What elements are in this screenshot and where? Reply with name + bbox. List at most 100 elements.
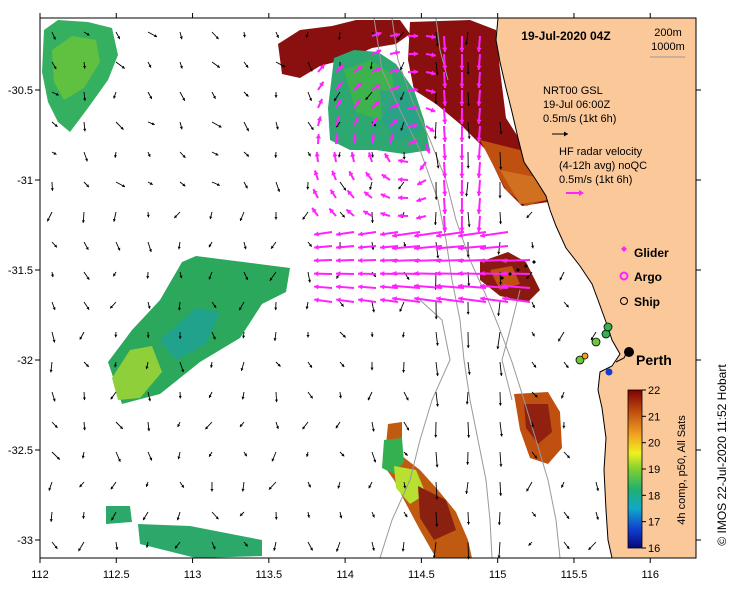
model-arrowhead (83, 98, 87, 101)
model-arrowhead (239, 307, 242, 311)
model-arrowhead (271, 245, 274, 249)
model-arrowhead (82, 516, 86, 519)
model-arrowhead (309, 395, 313, 399)
model-arrowhead (368, 485, 372, 489)
model-arrowhead (466, 165, 470, 169)
model-arrowhead (273, 338, 277, 341)
model-arrowhead (120, 126, 124, 130)
model-arrowhead (111, 517, 115, 521)
model-arrowhead (465, 42, 469, 46)
model-arrowhead (531, 424, 535, 428)
radar-arrowhead (436, 270, 441, 277)
model-arrowhead (54, 545, 58, 549)
x-tick-label: 113 (184, 569, 202, 581)
radar-arrowhead (392, 270, 397, 277)
model-arrowhead (562, 425, 566, 429)
radar-arrow (480, 245, 509, 250)
model-arrowhead (370, 367, 374, 371)
radar-arrowhead (336, 271, 341, 277)
radar-arrowhead (392, 258, 397, 264)
credit-text: © IMOS 22-Jul-2020 11:52 Hobart (715, 364, 729, 546)
radar-arrowhead (413, 33, 418, 39)
model-arrowhead (465, 491, 469, 494)
model-arrowhead (181, 369, 185, 373)
radar-arrowhead (413, 105, 418, 111)
model-arrowhead (308, 243, 312, 247)
colorbar: 16 17 18 19 20 21 22 4h comp, p50, All Sats (627, 385, 688, 555)
model-arrow (435, 151, 439, 169)
model-arrowhead (113, 95, 117, 99)
ship-symbol (620, 297, 628, 305)
radar-arrowhead (314, 244, 319, 250)
model-arrowhead (341, 453, 345, 457)
x-tick-label: 114.5 (408, 569, 435, 581)
model-arrowhead (177, 246, 181, 250)
radar-arrowhead (314, 271, 319, 277)
radar-arrowhead (363, 210, 369, 216)
radar-arrowhead (358, 257, 363, 264)
model-arrowhead (497, 522, 501, 526)
model-arrowhead (122, 184, 126, 188)
model-arrow (467, 121, 470, 139)
model-arrowhead (436, 255, 440, 259)
model-arrowhead (113, 155, 118, 158)
radar-arrowhead (398, 177, 403, 183)
model-arrowhead (558, 338, 561, 342)
model-arrowhead (399, 308, 403, 312)
model-arrowhead (212, 546, 216, 550)
radar-arrow (501, 272, 531, 275)
model-arrowhead (307, 514, 311, 518)
model-arrowhead (182, 97, 185, 101)
radar-arrowhead (392, 296, 397, 302)
radar-legend-line2: (4-12h avg) noQC (559, 160, 647, 172)
model-arrowhead (406, 276, 410, 280)
radar-arrowhead (357, 66, 363, 71)
model-arrowhead (402, 156, 406, 160)
radar-arrowhead (480, 245, 485, 251)
radar-arrowhead (372, 117, 378, 123)
model-arrowhead (467, 372, 471, 375)
model-arrowhead (218, 124, 222, 128)
y-axis: -30.5 -31 -31.5 -32 -32.5 -33 (8, 85, 701, 547)
radar-arrow (502, 284, 531, 289)
glider-track (500, 260, 536, 280)
model-arrowhead (307, 279, 312, 283)
radar-arrowhead (333, 134, 340, 139)
radar-arrowhead (336, 257, 341, 264)
radar-arrowhead (347, 190, 353, 196)
radar-arrowhead (350, 152, 356, 157)
model-arrowhead (146, 335, 150, 338)
model-arrowhead (282, 64, 286, 68)
radar-arrowhead (349, 171, 354, 177)
model-arrowhead (467, 283, 471, 287)
model-arrowhead (274, 307, 278, 311)
radar-arrowhead (459, 101, 465, 106)
model-arrowhead (307, 153, 311, 157)
model-arrowhead (52, 398, 56, 402)
radar-arrowhead (392, 119, 398, 125)
model-arrowhead (337, 485, 341, 489)
radar-arrowhead (459, 155, 465, 160)
model-arrowhead (48, 487, 52, 491)
radar-arrowhead (459, 191, 465, 196)
radar-arrowhead (414, 258, 419, 264)
model-arrowhead (85, 158, 88, 162)
radar-arrowhead (480, 258, 485, 264)
model-arrowhead (242, 335, 246, 339)
radar-arrowhead (394, 85, 400, 91)
radar-arrowhead (315, 134, 321, 139)
model-arrowhead (499, 282, 503, 285)
model-arrowhead (244, 543, 248, 547)
radar-arrowhead (476, 47, 482, 52)
plot-frame (39, 17, 697, 559)
model-arrowhead (336, 275, 340, 279)
model-arrowhead (370, 334, 374, 338)
model-arrowhead (565, 365, 569, 369)
x-tick-label: 112.5 (103, 569, 130, 581)
model-arrowhead (371, 428, 375, 432)
model-arrowhead (215, 516, 219, 520)
radar-arrowhead (413, 51, 418, 57)
model-legend-line3: 0.5m/s (1kt 6h) (543, 113, 616, 125)
radar-arrowhead (417, 180, 423, 185)
colorbar-label: 4h comp, p50, All Sats (676, 415, 688, 525)
